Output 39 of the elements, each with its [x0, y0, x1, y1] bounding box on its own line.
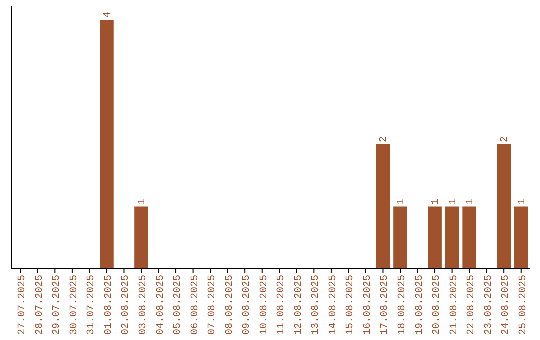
x-tick-label: 17.08.2025 — [380, 275, 392, 336]
x-tick-label: 24.08.2025 — [501, 275, 512, 336]
x-tick-label: 01.08.2025 — [104, 275, 115, 336]
x-tick-label: 18.08.2025 — [398, 275, 408, 336]
x-tick-label: 25.08.2025 — [518, 275, 530, 336]
data-label: 1 — [466, 198, 477, 205]
data-label: 1 — [431, 198, 442, 205]
x-tick-label: 12.08.2025 — [294, 275, 305, 336]
data-label: 1 — [138, 198, 148, 205]
data-label: 2 — [500, 136, 512, 142]
x-tick-label: 28.07.2025 — [34, 275, 46, 336]
x-tick-label: 06.08.2025 — [190, 275, 202, 336]
x-tick-label: 20.08.2025 — [432, 275, 444, 336]
data-label: 1 — [517, 198, 528, 205]
x-tick-label: 09.08.2025 — [242, 275, 254, 336]
x-tick-label: 31.07.2025 — [86, 275, 98, 336]
x-tick-label: 22.08.2025 — [466, 275, 478, 336]
x-tick-label: 04.08.2025 — [156, 275, 167, 336]
x-tick-label: 03.08.2025 — [138, 275, 150, 336]
x-tick-label: 11.08.2025 — [276, 275, 288, 336]
data-label: 1 — [448, 198, 460, 205]
data-label: 4 — [102, 12, 114, 18]
x-tick-label: 10.08.2025 — [259, 275, 270, 336]
x-tick-label: 21.08.2025 — [449, 275, 460, 336]
x-tick-label: 19.08.2025 — [414, 275, 426, 336]
x-tick-label: 30.07.2025 — [69, 275, 80, 336]
x-tick-label: 05.08.2025 — [173, 275, 184, 336]
x-tick-label: 15.08.2025 — [346, 275, 357, 336]
x-tick-label: 29.07.2025 — [52, 275, 64, 336]
x-tick-label: 13.08.2025 — [311, 275, 322, 336]
data-label: 1 — [396, 198, 408, 205]
x-tick-label: 23.08.2025 — [484, 275, 495, 336]
x-tick-label: 27.07.2025 — [18, 275, 29, 336]
x-tick-label: 14.08.2025 — [328, 275, 340, 336]
x-tick-label: 16.08.2025 — [362, 275, 374, 336]
x-tick-label: 02.08.2025 — [121, 275, 132, 336]
x-tick-label: 08.08.2025 — [224, 275, 236, 336]
data-label: 2 — [379, 136, 390, 142]
x-tick-label: 07.08.2025 — [208, 275, 219, 336]
